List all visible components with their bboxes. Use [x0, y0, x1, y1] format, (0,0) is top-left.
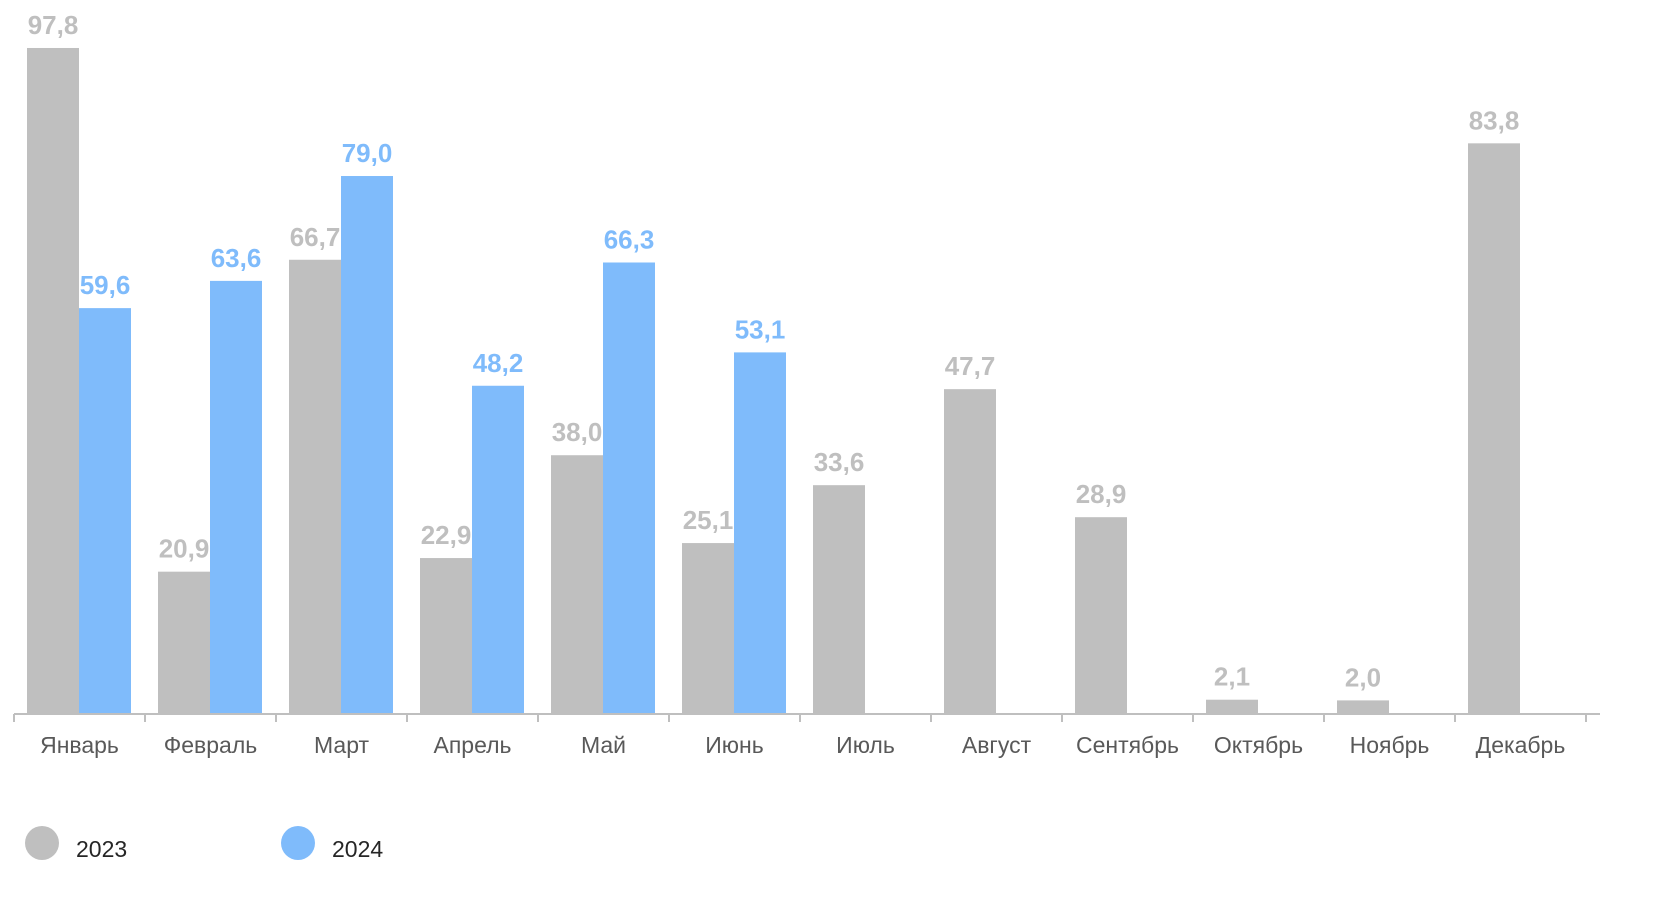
- data-label-2023-Июль: 33,6: [814, 447, 865, 477]
- data-label-2024-Апрель: 48,2: [473, 348, 524, 378]
- bar-2023-Октябрь: [1206, 699, 1258, 714]
- bar-2023-Февраль: [158, 571, 210, 714]
- legend-label-2023: 2023: [76, 836, 127, 862]
- bar-2023-Июль: [813, 485, 865, 714]
- data-label-2024-Июнь: 53,1: [735, 314, 786, 344]
- bar-2023-Апрель: [420, 558, 472, 714]
- bar-2023-Сентябрь: [1075, 517, 1127, 714]
- data-label-2023-Февраль: 20,9: [159, 534, 210, 564]
- bar-2024-Январь: [79, 308, 131, 714]
- x-tick-labels: Январь Февраль Март Апрель Май Июнь Июль Август…: [40, 732, 1565, 758]
- data-label-2023-Ноябрь: 2,0: [1345, 662, 1381, 692]
- data-labels-layer: 97,8 20,9 66,7 22,9 38,0 25,1 33,6 47,7 28,9 2,1 2…: [28, 10, 1520, 692]
- data-label-2023-Март: 66,7: [290, 222, 341, 252]
- x-tick-label-Сентябрь: Сентябрь: [1076, 732, 1179, 758]
- data-label-2023-Апрель: 22,9: [421, 520, 472, 550]
- x-tick-label-Ноябрь: Ноябрь: [1350, 732, 1430, 758]
- bar-2023-Март: [289, 259, 341, 714]
- data-label-2023-Сентябрь: 28,9: [1076, 479, 1127, 509]
- x-tick-label-Июнь: Июнь: [705, 732, 763, 758]
- x-tick-label-Январь: Январь: [40, 732, 119, 758]
- legend-swatch-2023: [25, 826, 59, 860]
- bar-2024-Май: [603, 262, 655, 714]
- x-tick-label-Февраль: Февраль: [164, 732, 257, 758]
- x-tick-label-Март: Март: [314, 732, 369, 758]
- x-tick-label-Май: Май: [581, 732, 626, 758]
- data-label-2023-Июнь: 25,1: [683, 505, 734, 535]
- data-label-2024-Март: 79,0: [342, 138, 393, 168]
- bar-2024-Февраль: [210, 280, 262, 714]
- legend-item-2023[interactable]: 2023: [25, 826, 127, 862]
- x-tick-label-Декабрь: Декабрь: [1476, 732, 1566, 758]
- data-label-2023-Май: 38,0: [552, 417, 603, 447]
- data-label-2023-Август: 47,7: [945, 351, 996, 381]
- x-tick-label-Июль: Июль: [836, 732, 895, 758]
- x-tick-label-Апрель: Апрель: [433, 732, 511, 758]
- bar-2023-Ноябрь: [1337, 700, 1389, 714]
- legend-item-2024[interactable]: 2024: [281, 826, 383, 862]
- data-label-2024-Май: 66,3: [604, 224, 655, 254]
- bar-2023-Май: [551, 455, 603, 714]
- x-tick-label-Октябрь: Октябрь: [1214, 732, 1303, 758]
- legend-label-2024: 2024: [332, 836, 383, 862]
- x-tick-label-Август: Август: [962, 732, 1032, 758]
- bar-2023-Август: [944, 389, 996, 714]
- x-axis: [13, 713, 1600, 722]
- data-label-2023-Октябрь: 2,1: [1214, 662, 1250, 692]
- bar-2024-Апрель: [472, 385, 524, 714]
- bar-2023-Декабрь: [1468, 143, 1520, 714]
- bar-2023-Январь: [27, 47, 79, 715]
- data-label-2023-Январь: 97,8: [28, 10, 79, 40]
- bar-2024-Март: [341, 176, 393, 714]
- legend[interactable]: 2023 2024: [25, 826, 383, 862]
- data-label-2023-Декабрь: 83,8: [1469, 105, 1520, 135]
- legend-swatch-2024: [281, 826, 315, 860]
- bar-2023-Июнь: [682, 543, 734, 714]
- bars-layer: [27, 47, 1520, 715]
- data-label-2024-Январь: 59,6: [80, 270, 131, 300]
- data-label-2024-Февраль: 63,6: [211, 243, 262, 273]
- bar-2024-Июнь: [734, 352, 786, 714]
